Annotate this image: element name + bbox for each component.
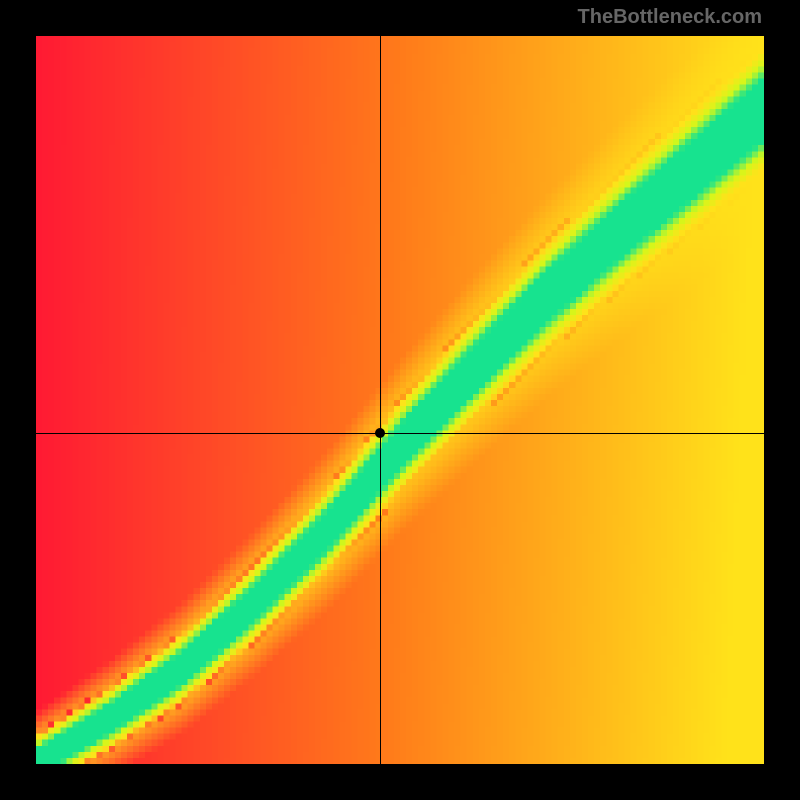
heatmap-plot [36, 36, 764, 764]
heatmap-canvas [36, 36, 764, 764]
watermark: TheBottleneck.com [578, 6, 762, 29]
crosshair-vertical [380, 36, 381, 764]
crosshair-horizontal [36, 433, 764, 434]
crosshair-marker [375, 428, 385, 438]
